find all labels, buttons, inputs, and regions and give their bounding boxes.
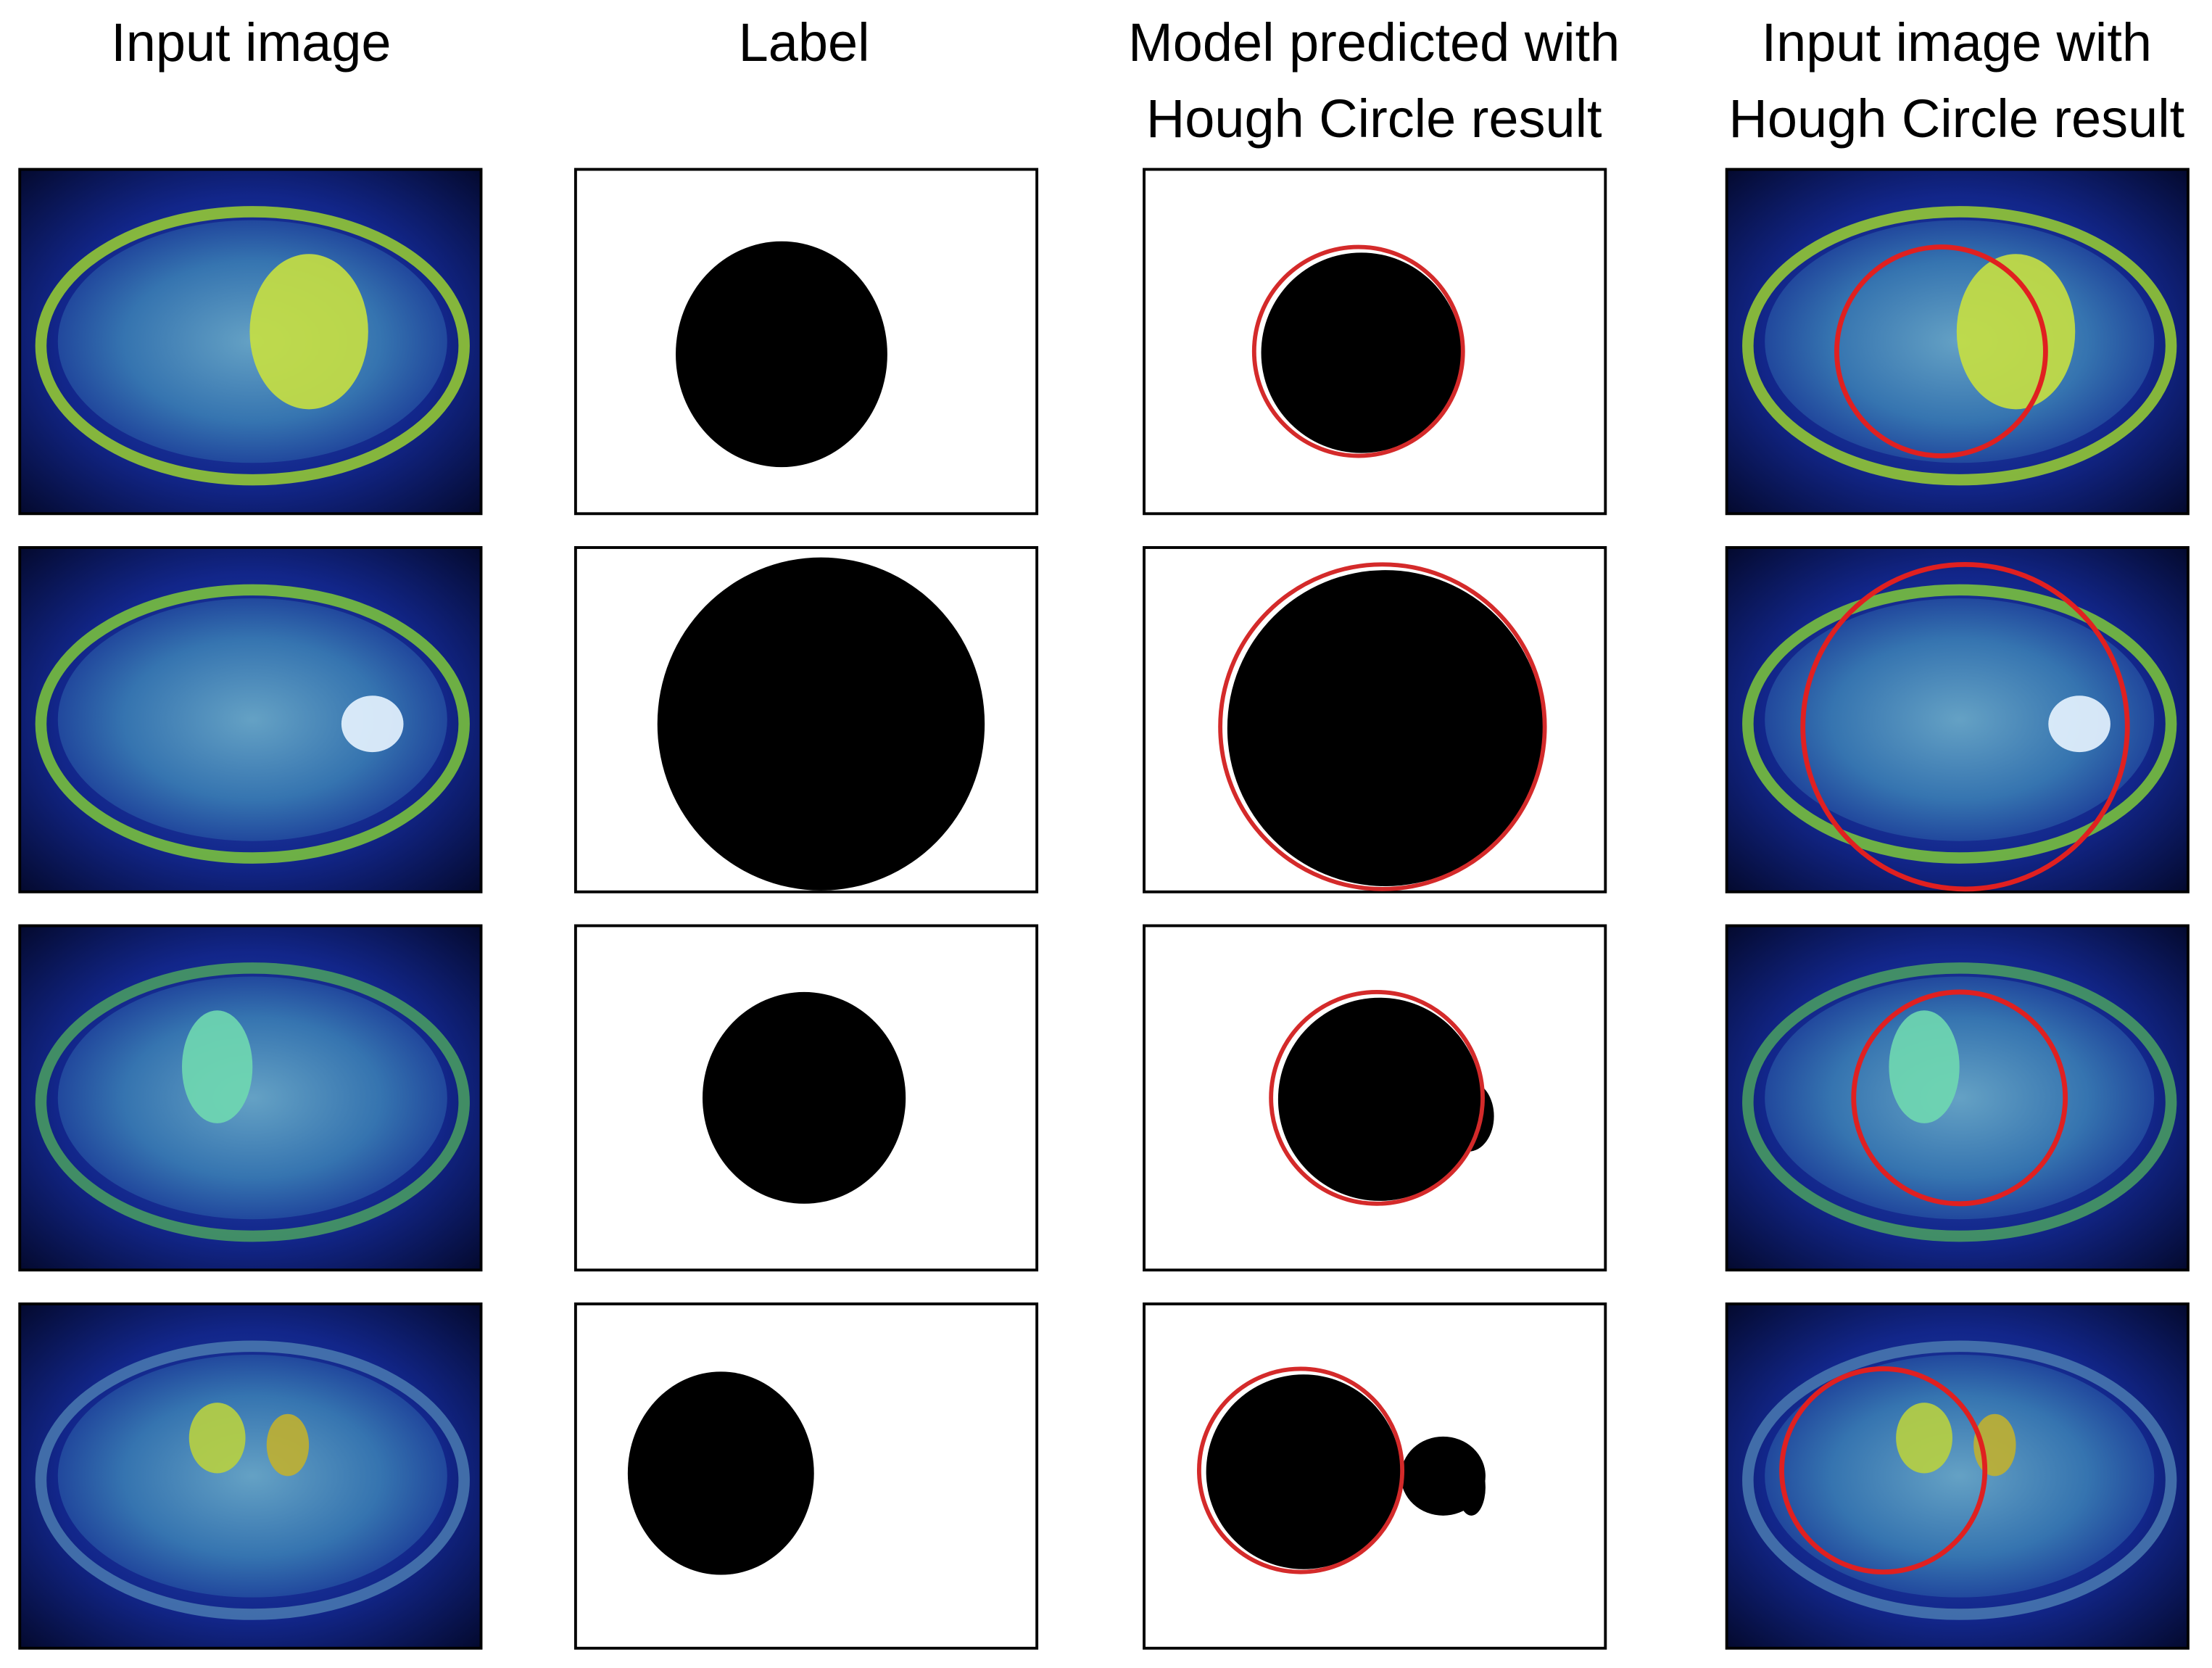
eyelid	[35, 1340, 470, 1620]
panel	[18, 1302, 483, 1650]
eyelid	[1742, 206, 2177, 486]
hough-circle	[1269, 990, 1485, 1206]
hough-circle	[1218, 562, 1547, 891]
panel	[1143, 168, 1607, 516]
panel	[573, 546, 1039, 893]
panel-frame	[18, 546, 483, 893]
panel-frame	[18, 1302, 483, 1650]
label-mask	[657, 557, 985, 891]
panel	[18, 924, 483, 1272]
panel-frame	[1725, 168, 2190, 516]
column-header: Model predicted with	[1128, 12, 1620, 73]
panel-frame	[18, 168, 483, 516]
panel-frame	[18, 924, 483, 1272]
lesion	[189, 1403, 246, 1474]
panel	[1143, 1302, 1607, 1650]
column-header: Label	[739, 12, 870, 73]
panel	[1725, 924, 2190, 1272]
cornea	[1765, 1354, 2155, 1598]
lesion	[1889, 1010, 1960, 1123]
panel	[1725, 546, 2190, 893]
lesion	[2048, 695, 2110, 753]
cornea	[57, 1354, 447, 1598]
hough-circle	[1197, 1366, 1405, 1574]
panel	[573, 924, 1039, 1272]
eyelid	[35, 962, 470, 1242]
cornea	[57, 598, 447, 841]
predicted-mask	[1277, 997, 1482, 1201]
column-header: Hough Circle result	[1146, 88, 1602, 149]
label-mask	[627, 1371, 814, 1575]
predicted-mask	[1443, 1081, 1494, 1152]
column-header: Hough Circle result	[1728, 88, 2184, 149]
panel	[1143, 924, 1607, 1272]
panel	[1725, 1302, 2190, 1650]
hough-circle	[1834, 244, 2048, 458]
cornea	[57, 976, 447, 1220]
hough-circle	[1251, 244, 1465, 458]
lesion	[341, 695, 404, 753]
panel	[573, 168, 1039, 516]
label-mask	[676, 241, 887, 468]
panel	[18, 168, 483, 516]
eyelid	[1742, 962, 2177, 1242]
hough-circle	[1779, 1366, 1988, 1575]
predicted-mask	[1206, 1374, 1401, 1569]
cornea	[1765, 976, 2155, 1220]
panel	[1143, 546, 1607, 893]
eyelid	[35, 206, 470, 486]
panel	[18, 546, 483, 893]
lesion	[182, 1010, 253, 1123]
hough-circle	[1851, 989, 2068, 1207]
panel	[1725, 168, 2190, 516]
panel	[573, 1302, 1039, 1650]
label-mask	[703, 991, 906, 1204]
column-header: Input image with	[1762, 12, 2152, 73]
predicted-mask	[1261, 252, 1462, 453]
predicted-mask	[1227, 570, 1544, 886]
lesion	[266, 1413, 310, 1477]
panel-frame	[1725, 924, 2190, 1272]
eyelid	[1742, 584, 2177, 864]
predicted-mask	[1457, 1458, 1486, 1516]
panel-frame	[1725, 1302, 2190, 1650]
lesion	[249, 254, 368, 410]
eyelid	[35, 584, 470, 864]
cornea	[1765, 598, 2155, 841]
eyelid	[1742, 1340, 2177, 1620]
hough-circle	[1800, 561, 2130, 892]
column-header: Input image	[111, 12, 391, 73]
panel-frame	[1725, 546, 2190, 893]
lesion	[1896, 1403, 1952, 1474]
